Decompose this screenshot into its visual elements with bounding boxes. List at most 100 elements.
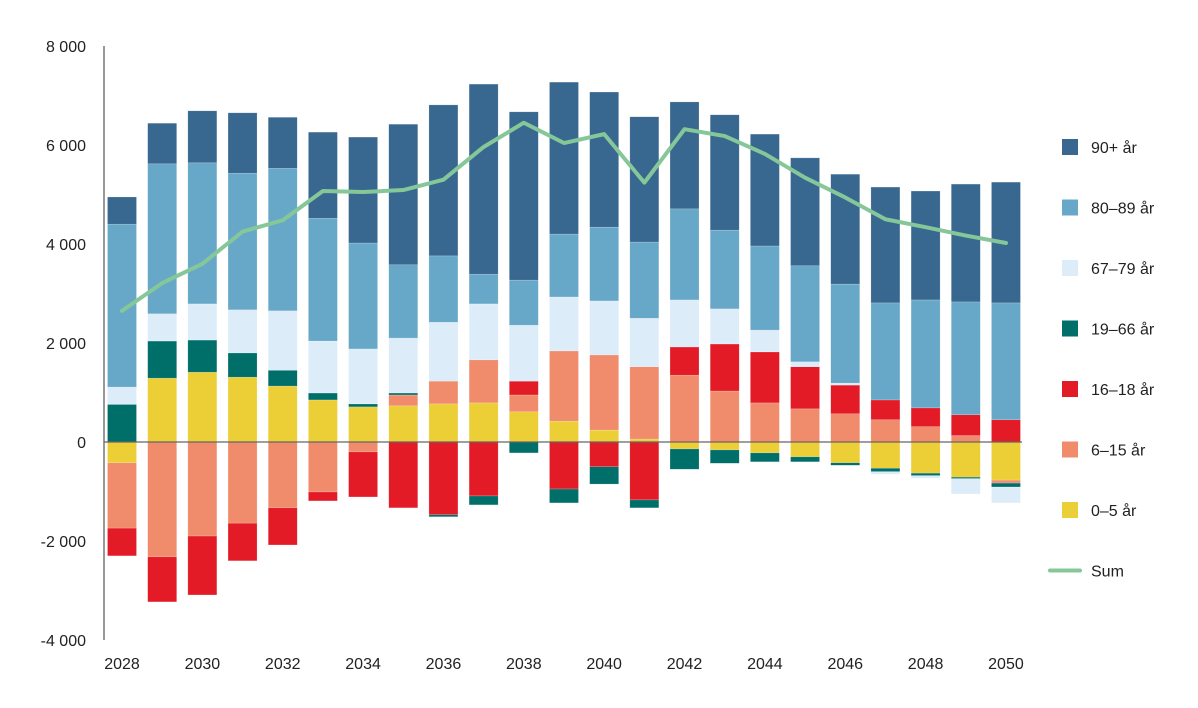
legend-item: 6–15 år [1062, 441, 1146, 460]
bar-segment-2033-0 [308, 399, 338, 443]
legend-swatch [1062, 502, 1078, 518]
legend-swatch [1062, 199, 1078, 216]
legend-label: 19–66 år [1091, 321, 1155, 339]
bar-segment-2036-2 [428, 441, 459, 516]
bar-segment-2048-6 [910, 190, 941, 301]
bar-segment-2047-1 [870, 419, 901, 443]
bar-segment-2039-1 [549, 350, 579, 422]
legend-item: 67–79 år [1062, 260, 1155, 278]
bar-segment-2033-4 [308, 340, 338, 394]
bar-segment-2035-0 [388, 405, 419, 443]
bar-segment-2042-4 [669, 299, 700, 348]
legend-item: Sum [1048, 564, 1124, 581]
bar-segment-2029-3 [147, 340, 177, 379]
bar-segment-2043-6 [709, 114, 740, 231]
bar-segment-2030-0 [187, 371, 218, 443]
bar-segment-2028-3 [107, 404, 137, 443]
bar-segment-2037-3 [468, 495, 499, 506]
bar-segment-2046-3 [830, 462, 860, 466]
bar-segment-2044-4 [750, 329, 780, 353]
x-tick-label: 2046 [827, 656, 863, 673]
bar-segment-2042-6 [669, 101, 700, 210]
bar-segment-2050-4 [991, 486, 1021, 504]
bar-segment-2047-2 [870, 399, 901, 420]
y-tick-label: -4 000 [41, 633, 86, 650]
bar-segment-2045-1 [790, 408, 820, 443]
bar-segment-2040-3 [589, 466, 619, 485]
bar-segment-2031-3 [227, 352, 258, 378]
bar-segment-2036-4 [428, 321, 459, 382]
x-tick-label: 2028 [104, 656, 140, 673]
bar-segment-2039-4 [549, 296, 579, 352]
bar-segment-2033-2 [308, 491, 338, 502]
bar-segment-2039-5 [549, 233, 579, 298]
bar-segment-2035-6 [388, 123, 419, 266]
bar-segment-2030-6 [187, 110, 218, 164]
x-tick-label: 2042 [667, 656, 703, 673]
bar-segment-2042-2 [669, 346, 700, 376]
bar-segment-2049-3 [951, 476, 981, 479]
bar-segment-2032-4 [267, 310, 298, 371]
legend-label: 6–15 år [1091, 442, 1146, 460]
bar-segment-2030-1 [187, 441, 218, 537]
bar-segment-2049-6 [951, 183, 981, 303]
legend-swatch [1062, 381, 1078, 397]
bar-segment-2047-4 [870, 471, 901, 475]
x-tick-label: 2034 [345, 656, 381, 673]
bar-segment-2045-2 [790, 366, 820, 410]
bar-segment-2042-1 [669, 374, 700, 443]
bar-segment-2036-3 [428, 514, 459, 517]
legend-swatch [1062, 441, 1078, 458]
bar-segment-2050-0 [991, 441, 1021, 481]
bar-segment-2028-0 [107, 441, 137, 464]
bar-segment-2039-3 [549, 488, 579, 504]
bar-segment-2037-2 [468, 441, 499, 497]
bar-segment-2033-3 [308, 392, 338, 401]
bar-segment-2049-2 [951, 414, 981, 436]
bar-segment-2037-6 [468, 83, 499, 275]
bar-segment-2047-0 [870, 441, 901, 469]
legend-item: 0–5 år [1062, 502, 1137, 520]
legend-item: 16–18 år [1062, 381, 1155, 399]
x-tick-label: 2030 [185, 656, 221, 673]
bar-segment-2029-4 [147, 313, 177, 342]
bar-segment-2043-2 [709, 343, 740, 392]
bar-segment-2031-4 [227, 309, 258, 354]
bar-segment-2040-0 [589, 429, 619, 443]
bar-segment-2045-6 [790, 157, 820, 267]
bar-segment-2034-1 [348, 441, 378, 453]
y-tick-label: 6 000 [46, 138, 86, 155]
bar-segment-2038-5 [509, 279, 539, 326]
bar-segment-2046-2 [830, 384, 860, 415]
bar-segment-2037-4 [468, 303, 499, 361]
bar-segment-2046-0 [830, 441, 860, 464]
legend-swatch [1062, 260, 1078, 276]
bar-segment-2028-4 [107, 386, 137, 405]
bar-segment-2034-3 [348, 403, 378, 408]
bar-segment-2031-1 [227, 441, 258, 524]
legend-label: 90+ år [1091, 139, 1137, 157]
x-tick-label: 2032 [265, 656, 301, 673]
bar-segment-2048-2 [910, 407, 941, 427]
bar-segment-2045-0 [790, 441, 820, 458]
bar-segment-2045-5 [790, 265, 820, 363]
bar-segment-2034-0 [348, 406, 378, 443]
bar-segment-2048-3 [910, 472, 941, 476]
bar-segment-2041-4 [629, 318, 660, 368]
bar-segment-2029-2 [147, 556, 177, 603]
bar-segment-2034-2 [348, 451, 378, 498]
bar-segment-2028-6 [107, 196, 137, 225]
bar-segment-2038-0 [509, 411, 539, 443]
bar-segment-2043-4 [709, 308, 740, 345]
bar-segment-2040-5 [589, 226, 619, 302]
bar-segment-2035-3 [388, 392, 419, 396]
bar-segment-2041-1 [629, 366, 660, 440]
bar-segment-2040-6 [589, 91, 619, 228]
bar-segment-2029-1 [147, 441, 177, 558]
bar-segment-2030-4 [187, 303, 218, 341]
legend-swatch [1062, 139, 1078, 155]
bar-segment-2032-1 [267, 441, 298, 509]
bar-segment-2037-1 [468, 359, 499, 404]
bar-segment-2049-1 [951, 435, 981, 443]
x-tick-label: 2050 [988, 656, 1024, 673]
